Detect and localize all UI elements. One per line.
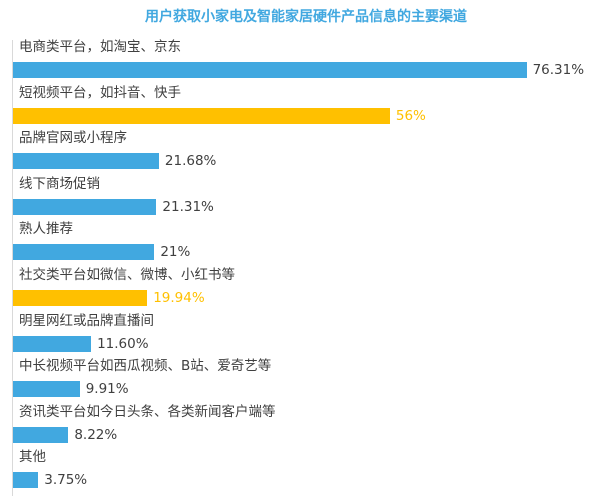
bar	[13, 472, 39, 489]
value-label: 11.60%	[97, 335, 149, 352]
bar-row: 社交类平台如微信、微博、小红书等 19.94%	[0, 266, 612, 312]
bar	[13, 62, 527, 78]
value-label: 56%	[395, 107, 426, 124]
bar	[13, 198, 157, 215]
bar-row: 线下商场促销 21.31%	[0, 175, 612, 221]
value-label: 21%	[160, 244, 191, 261]
bar-row: 电商类平台，如淘宝、京东 76.31%	[0, 38, 612, 84]
bar-row: 明星网红或品牌直播间 11.60%	[0, 312, 612, 358]
category-label: 资讯类平台如今日头条、各类新闻客户端等	[19, 403, 276, 420]
category-label: 其他	[19, 449, 46, 466]
category-label: 熟人推荐	[19, 221, 73, 238]
chart-title: 用户获取小家电及智能家居硬件产品信息的主要渠道	[145, 9, 467, 25]
bar	[13, 426, 69, 443]
bar	[13, 244, 155, 261]
value-label: 8.22%	[74, 426, 118, 443]
value-label: 21.68%	[164, 153, 217, 170]
category-label: 社交类平台如微信、微博、小红书等	[19, 267, 235, 283]
bar	[13, 335, 92, 352]
category-axis-line	[12, 40, 13, 496]
bar-row: 资讯类平台如今日头条、各类新闻客户端等 8.22%	[0, 403, 612, 449]
bar-row: 短视频平台，如抖音、快手 56%	[0, 84, 612, 130]
category-label: 电商类平台，如淘宝、京东	[19, 39, 181, 55]
bar	[13, 107, 390, 124]
bar-row: 中长视频平台如西瓜视频、B站、爱奇艺等 9.91%	[0, 357, 612, 403]
value-label: 9.91%	[85, 381, 129, 398]
category-label: 线下商场促销	[19, 175, 100, 192]
value-label: 21.31%	[162, 198, 214, 215]
category-label: 短视频平台，如抖音、快手	[19, 84, 181, 101]
bar-row: 品牌官网或小程序 21.68%	[0, 129, 612, 175]
value-label: 19.94%	[153, 290, 205, 306]
bar	[13, 153, 159, 170]
bar-row: 熟人推荐 21%	[0, 220, 612, 266]
category-label: 品牌官网或小程序	[19, 130, 127, 147]
value-label: 76.31%	[532, 62, 585, 78]
category-label: 明星网红或品牌直播间	[19, 312, 154, 329]
bar	[13, 290, 148, 306]
category-label: 中长视频平台如西瓜视频、B站、爱奇艺等	[19, 358, 272, 375]
bar-row: 其他 3.75%	[0, 448, 612, 494]
value-label: 3.75%	[44, 472, 88, 489]
bar	[13, 381, 80, 398]
